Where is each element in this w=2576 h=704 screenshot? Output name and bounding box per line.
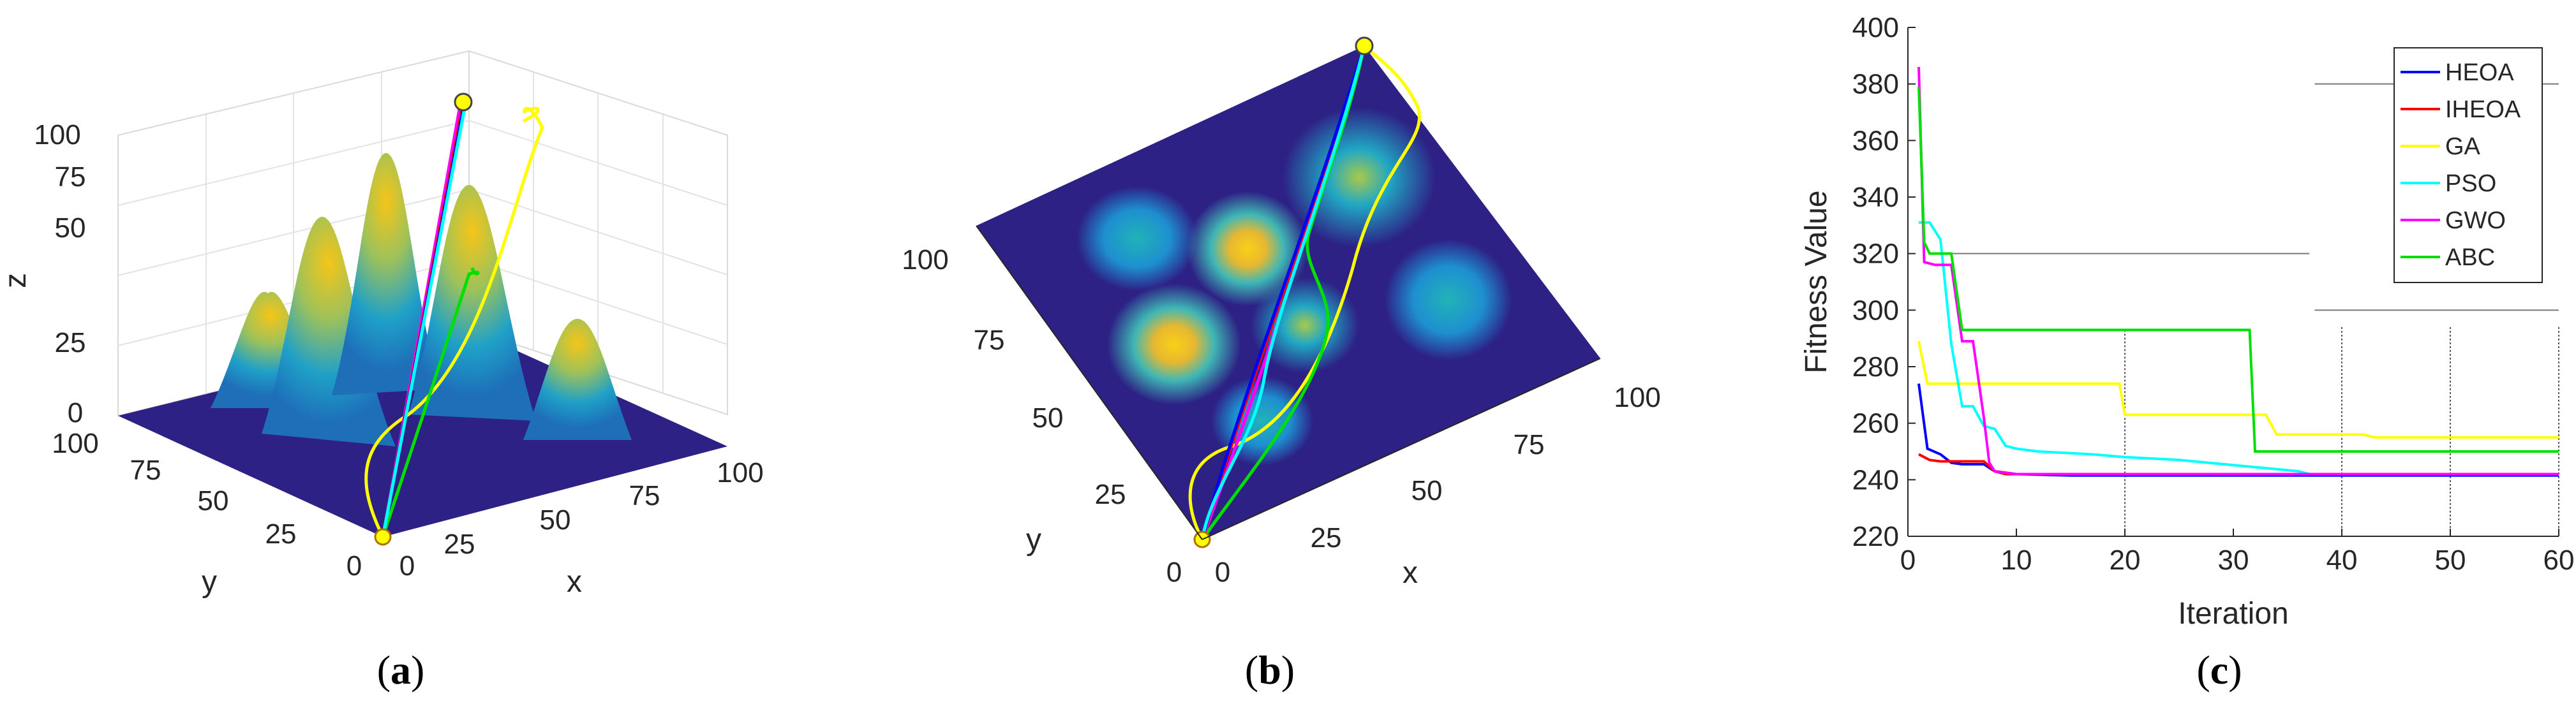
x-tick-25: 25 <box>444 529 475 560</box>
z-tick-75: 75 <box>55 161 86 193</box>
path-ga <box>1188 45 1422 541</box>
c-y-axis-label: Fitness Value <box>1799 190 1833 373</box>
legend-box <box>2394 47 2543 283</box>
y-tick-0: 0 <box>1166 557 1182 588</box>
y-tick-25: 25 <box>265 518 297 550</box>
c-y-tick-label: 300 <box>1852 295 1899 326</box>
panel-a-paths <box>364 101 544 538</box>
y-tick-0: 0 <box>346 550 362 582</box>
series-line-heoa <box>1917 383 2559 477</box>
c-y-tick-label: 360 <box>1852 125 1899 156</box>
panel-b-paths <box>1188 45 1422 541</box>
y-tick-100: 100 <box>902 244 948 275</box>
x-tick-25: 25 <box>1311 522 1342 554</box>
c-y-tick-label: 320 <box>1852 238 1899 270</box>
x-tick-50: 50 <box>1411 475 1443 506</box>
y-axis-label: y <box>202 565 217 599</box>
start-point-marker <box>374 528 392 546</box>
legend-label-iheoa: IHEOA <box>2445 96 2521 123</box>
series-line-abc <box>1917 87 2559 453</box>
x-tick-75: 75 <box>629 480 660 511</box>
x-tick-0: 0 <box>1215 557 1230 588</box>
caption-a: (a) <box>377 647 425 693</box>
x-tick-50: 50 <box>540 504 571 536</box>
legend-label-pso: PSO <box>2445 170 2496 197</box>
peak-5 <box>523 319 632 440</box>
c-x-axis-label: Iteration <box>2178 597 2288 631</box>
c-x-tick-label: 30 <box>2218 545 2249 576</box>
c-x-tick-label: 20 <box>2110 545 2141 576</box>
x-tick-100: 100 <box>1614 382 1660 413</box>
c-x-tick-label: 0 <box>1900 545 1916 576</box>
panel-c-convergence-chart: 0 10 20 30 40 50 60 220 240 260 280 300 320 340 360 380… <box>1799 12 2574 693</box>
y-tick-50: 50 <box>198 485 229 517</box>
blob-3 <box>1283 107 1436 247</box>
c-y-tick-label: 240 <box>1852 464 1899 495</box>
series-line-ga <box>1917 341 2559 439</box>
goal-point-marker <box>1355 36 1374 55</box>
c-y-tick-label: 380 <box>1852 69 1899 100</box>
panel-b-top-view: 100 75 50 25 0 y 0 25 50 75 100 x (b) <box>902 36 1661 693</box>
peak-3 <box>332 153 440 395</box>
z-tick-100: 100 <box>34 119 80 150</box>
path-pso <box>381 101 468 538</box>
path-ga <box>364 106 544 538</box>
c-y-tick-label: 400 <box>1852 12 1899 43</box>
y-tick-100: 100 <box>52 428 98 459</box>
caption-b: (b) <box>1245 647 1295 693</box>
caption-c-letter: c <box>2210 647 2228 693</box>
y-tick-75: 75 <box>974 325 1005 356</box>
legend-label-abc: ABC <box>2445 244 2495 271</box>
c-x-tick-label: 40 <box>2327 545 2358 576</box>
c-x-tick-label: 50 <box>2435 545 2466 576</box>
goal-point-marker <box>454 92 473 112</box>
path-heoa <box>1200 45 1366 540</box>
series-lines <box>1917 67 2559 477</box>
tick-labels: 0 10 20 30 40 50 60 220 240 260 280 300 320 340 360 380… <box>1852 12 2575 576</box>
x-tick-100: 100 <box>717 457 763 488</box>
series-line-pso <box>1919 221 2559 476</box>
y-axis-label: y <box>1026 523 1041 557</box>
z-tick-50: 50 <box>55 212 86 244</box>
y-tick-75: 75 <box>130 455 161 486</box>
x-axis-label: x <box>1403 556 1418 590</box>
axes <box>1907 27 2559 537</box>
blob-1 <box>1076 186 1198 291</box>
z-axis-label: z <box>0 273 33 288</box>
x-axis-line <box>1202 358 1601 540</box>
y-axis-line <box>976 225 1203 540</box>
panel-a-3d-surface: 100 75 50 25 0 z 100 75 50 25 0 y 0 25 5… <box>0 50 764 693</box>
y-tick-50: 50 <box>1032 402 1064 434</box>
c-y-tick-label: 260 <box>1852 408 1899 439</box>
y-tick-25: 25 <box>1095 479 1126 510</box>
z-tick-0: 0 <box>68 397 83 429</box>
x-axis-label: x <box>567 565 582 599</box>
blob-4 <box>1107 284 1241 405</box>
legend: HEOA IHEOA GA PSO GWO ABC <box>2394 47 2543 283</box>
caption-a-letter: a <box>391 647 411 693</box>
path-pso <box>1200 45 1366 540</box>
series-line-gwo <box>1917 67 2559 476</box>
c-x-tick-label: 60 <box>2543 545 2575 576</box>
blob-6 <box>1385 239 1512 360</box>
x-tick-75: 75 <box>1514 429 1545 460</box>
x-tick-0: 0 <box>399 550 415 582</box>
legend-label-heoa: HEOA <box>2445 59 2514 86</box>
legend-label-gwo: GWO <box>2445 207 2506 234</box>
z-tick-25: 25 <box>55 327 86 358</box>
c-y-tick-label: 220 <box>1852 521 1899 552</box>
blob-2 <box>1187 191 1308 306</box>
path-abc <box>381 267 480 538</box>
legend-label-ga: GA <box>2445 133 2481 160</box>
c-x-tick-label: 10 <box>2001 545 2032 576</box>
c-y-tick-label: 280 <box>1852 351 1899 383</box>
caption-c: (c) <box>2196 647 2242 693</box>
c-y-tick-label: 340 <box>1852 182 1899 213</box>
caption-b-letter: b <box>1258 647 1281 693</box>
